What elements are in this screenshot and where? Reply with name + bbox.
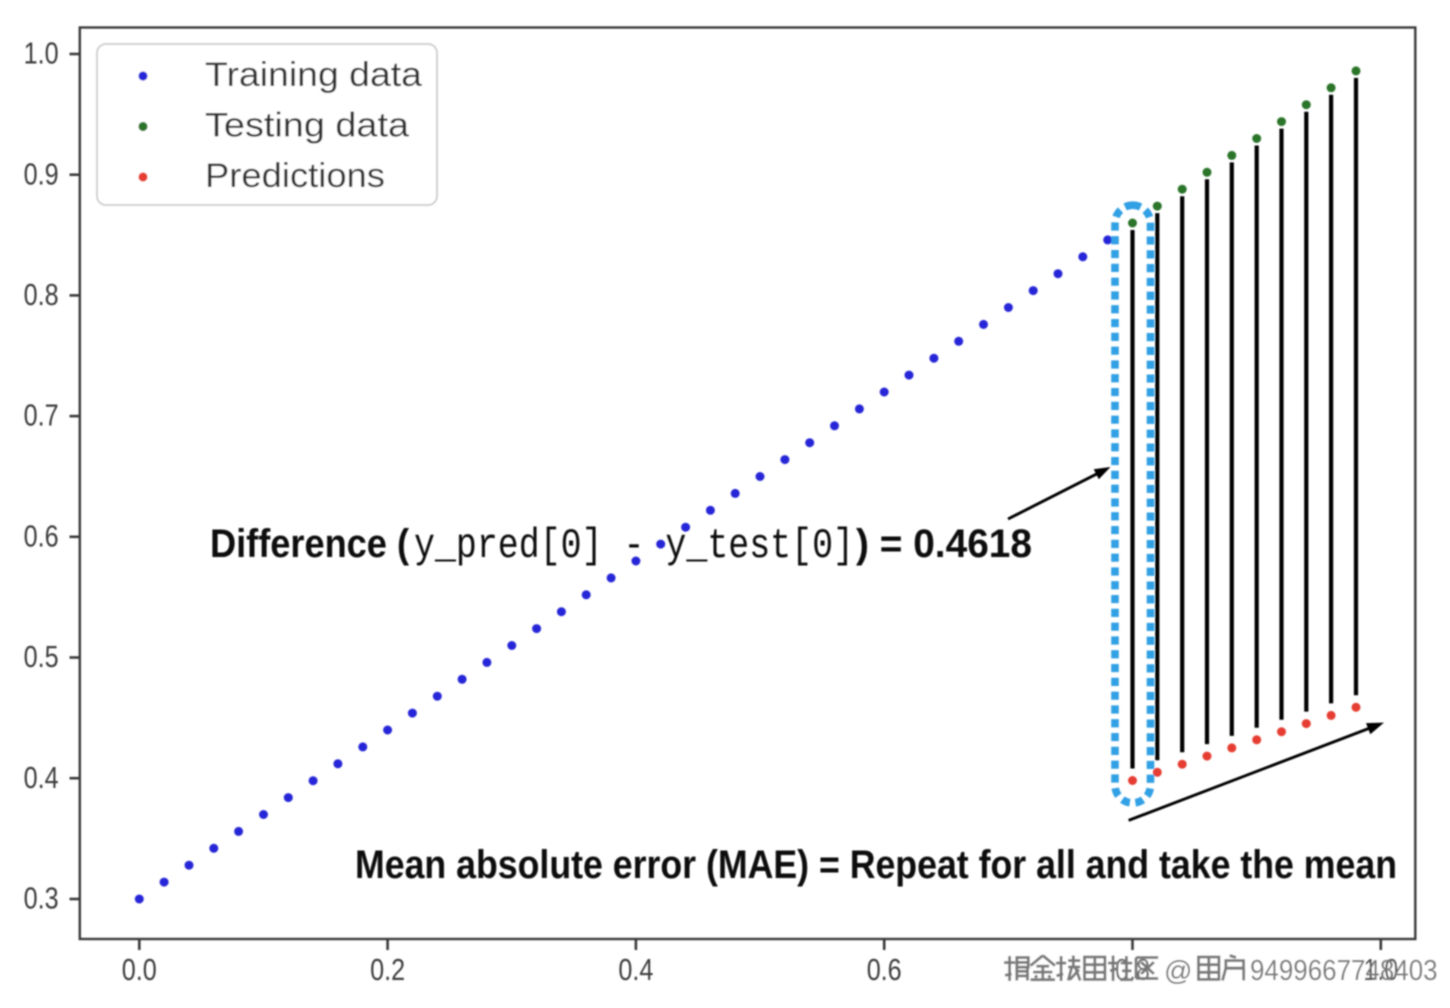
svg-text:0.6: 0.6 bbox=[867, 952, 902, 987]
svg-text:0.3: 0.3 bbox=[24, 881, 59, 916]
svg-text:@: @ bbox=[1164, 955, 1192, 986]
svg-text:9499667748403: 9499667748403 bbox=[1250, 955, 1438, 987]
svg-text:0.4: 0.4 bbox=[24, 760, 59, 795]
svg-text:y_pred[0] - y_test[0]: y_pred[0] - y_test[0] bbox=[414, 522, 854, 570]
svg-text:1.0: 1.0 bbox=[1363, 952, 1398, 987]
svg-text:0.9: 0.9 bbox=[24, 156, 59, 191]
svg-text:0.0: 0.0 bbox=[122, 952, 157, 987]
svg-text:0.7: 0.7 bbox=[24, 398, 59, 433]
svg-text:Training data: Training data bbox=[205, 56, 422, 94]
svg-text:) = 0.4618: ) = 0.4618 bbox=[856, 522, 1032, 566]
svg-text:@: @ bbox=[1164, 955, 1192, 986]
svg-text:Mean absolute error (MAE) = Re: Mean absolute error (MAE) = Repeat for a… bbox=[355, 843, 1397, 887]
svg-text:Testing data: Testing data bbox=[205, 106, 409, 144]
svg-text:0.5: 0.5 bbox=[24, 639, 59, 674]
svg-text:0.2: 0.2 bbox=[370, 952, 405, 987]
svg-text:0.4: 0.4 bbox=[618, 952, 653, 987]
svg-text:9499667748403: 9499667748403 bbox=[1250, 955, 1438, 987]
svg-text:0.8: 0.8 bbox=[24, 277, 59, 312]
svg-text:Predictions: Predictions bbox=[205, 157, 385, 195]
svg-text:1.0: 1.0 bbox=[24, 36, 59, 71]
svg-text:Difference (: Difference ( bbox=[210, 522, 410, 566]
svg-text:0.6: 0.6 bbox=[24, 518, 59, 553]
